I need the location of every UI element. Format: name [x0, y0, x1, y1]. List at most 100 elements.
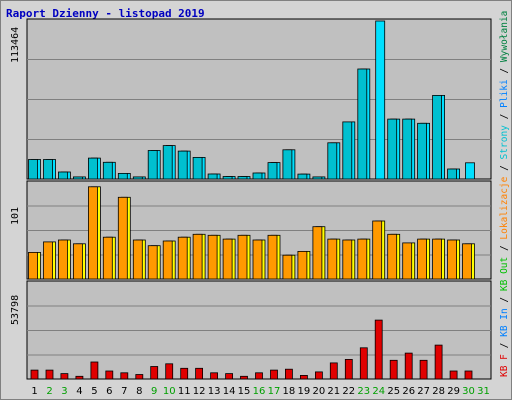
legend-entry: Strony	[499, 125, 510, 160]
legend-entry: Pliki	[499, 79, 510, 108]
bar-bottom-kb-f-day-15	[240, 375, 248, 380]
bar-bottom-kb-f-day-11	[180, 367, 189, 380]
bar-middle-wizyty-day-26	[402, 242, 413, 280]
bar-middle-wizyty-day-22	[342, 239, 353, 280]
day-label-2: 2	[46, 386, 52, 397]
panel-middle-ymax-label: 101	[10, 207, 21, 225]
bar-bottom-kb-f-day-19	[299, 374, 308, 380]
bar-middle-wizyty-day-20	[312, 226, 323, 280]
bar-middle-wizyty-day-21	[327, 238, 338, 280]
day-label-26: 26	[402, 386, 415, 397]
day-label-13: 13	[208, 386, 221, 397]
day-label-9: 9	[151, 386, 157, 397]
panel-bottom: 53798	[10, 280, 492, 380]
day-label-27: 27	[417, 386, 430, 397]
bar-bottom-kb-f-day-1	[30, 369, 39, 380]
bar-top-strony-day-19	[297, 173, 308, 180]
day-label-7: 7	[121, 386, 127, 397]
panel-top: 113464	[10, 18, 492, 180]
bar-middle-wizyty-day-16	[252, 239, 263, 280]
bar-bottom-kb-f-day-12	[195, 367, 204, 380]
bar-top-strony-day-27	[417, 122, 428, 180]
bar-bottom-kb-f-day-17	[270, 369, 278, 380]
bar-top-strony-day-8	[132, 176, 143, 180]
bar-bottom-kb-f-day-22	[344, 358, 353, 380]
bar-middle-wizyty-day-24	[372, 220, 383, 280]
bar-top-strony-day-5	[88, 157, 98, 180]
day-label-20: 20	[313, 386, 326, 397]
bar-top-strony-day-7	[117, 172, 128, 180]
bar-bottom-kb-f-day-21	[329, 362, 338, 380]
bar-middle-wizyty-day-30	[462, 243, 472, 280]
bar-bottom-kb-f-day-2	[45, 369, 54, 380]
day-label-25: 25	[387, 386, 400, 397]
day-label-24: 24	[372, 386, 385, 397]
bar-middle-wizyty-day-13	[207, 234, 218, 280]
bar-bottom-kb-f-day-4	[75, 375, 84, 380]
bar-middle-wizyty-day-9	[147, 245, 158, 280]
bar-top-strony-day-20	[312, 176, 323, 180]
legend-entry: /	[499, 343, 510, 349]
day-label-30: 30	[462, 386, 475, 397]
bar-top-strony-day-6	[102, 161, 113, 180]
day-label-28: 28	[432, 386, 445, 397]
day-label-15: 15	[238, 386, 251, 397]
legend-entry: /	[499, 297, 510, 303]
bar-bottom-kb-f-day-14	[225, 373, 234, 380]
bar-bottom-kb-f-day-25	[389, 359, 398, 380]
bar-bottom-kb-f-day-27	[419, 359, 428, 380]
bar-middle-wizyty-day-14	[222, 238, 233, 280]
bar-top-strony-day-21	[327, 142, 338, 180]
bar-top-strony-day-3	[58, 171, 68, 180]
bar-middle-wizyty-day-27	[417, 238, 428, 280]
bar-top-strony-day-1	[28, 159, 38, 180]
bar-bottom-kb-f-day-3	[60, 373, 69, 380]
legend-entry: Wywołania	[499, 11, 510, 62]
bar-bottom-kb-f-day-9	[150, 366, 159, 380]
day-label-4: 4	[76, 386, 82, 397]
legend-entry: /	[499, 165, 510, 171]
bar-middle-wizyty-day-3	[58, 239, 68, 280]
bar-middle-wizyty-day-19	[297, 250, 308, 280]
day-label-19: 19	[298, 386, 311, 397]
bar-top-strony-day-12	[192, 156, 203, 180]
bar-middle-wizyty-day-11	[177, 236, 188, 280]
day-label-31: 31	[477, 386, 490, 397]
bar-middle-wizyty-day-18	[282, 254, 293, 280]
day-label-29: 29	[447, 386, 460, 397]
bar-top-strony-day-13	[207, 173, 218, 180]
bar-middle-wizyty-day-25	[387, 233, 398, 280]
bar-middle-wizyty-day-23	[357, 238, 368, 280]
bar-bottom-kb-f-day-8	[135, 374, 144, 380]
bar-top-strony-day-26	[402, 118, 413, 180]
legend: KB F / KB In / KB Out / Lokalizacje / St…	[499, 11, 510, 377]
bar-top-strony-day-22	[342, 121, 353, 180]
bar-bottom-kb-f-day-24	[374, 319, 383, 380]
bar-middle-wizyty-day-7	[117, 196, 128, 280]
bar-bottom-kb-f-day-7	[120, 372, 129, 380]
bar-top-strony-day-17	[267, 162, 278, 180]
legend-entry: /	[499, 68, 510, 74]
panel-top-ymax-label: 113464	[10, 27, 21, 63]
day-label-22: 22	[342, 386, 355, 397]
day-label-14: 14	[223, 386, 236, 397]
bar-top-strony-day-9	[147, 150, 158, 180]
legend-entry: KB Out	[499, 257, 510, 291]
day-label-3: 3	[61, 386, 67, 397]
bar-top-strony-day-28	[432, 95, 443, 180]
chart-title: Raport Dzienny - listopad 2019	[6, 7, 205, 20]
day-label-6: 6	[106, 386, 112, 397]
bar-bottom-kb-f-day-5	[90, 361, 99, 380]
bar-bottom-kb-f-day-29	[449, 370, 458, 380]
bar-top-strony-day-25	[387, 118, 398, 180]
bar-middle-wizyty-day-4	[73, 243, 83, 280]
bar-bottom-kb-f-day-20	[314, 371, 323, 380]
legend-entry: /	[499, 114, 510, 120]
bar-bottom-kb-f-day-10	[165, 363, 174, 380]
day-label-1: 1	[31, 386, 37, 397]
bar-bottom-kb-f-day-23	[359, 347, 368, 380]
bar-top-pliki-day-30	[465, 162, 475, 180]
bar-top-strony-day-23	[357, 68, 368, 180]
